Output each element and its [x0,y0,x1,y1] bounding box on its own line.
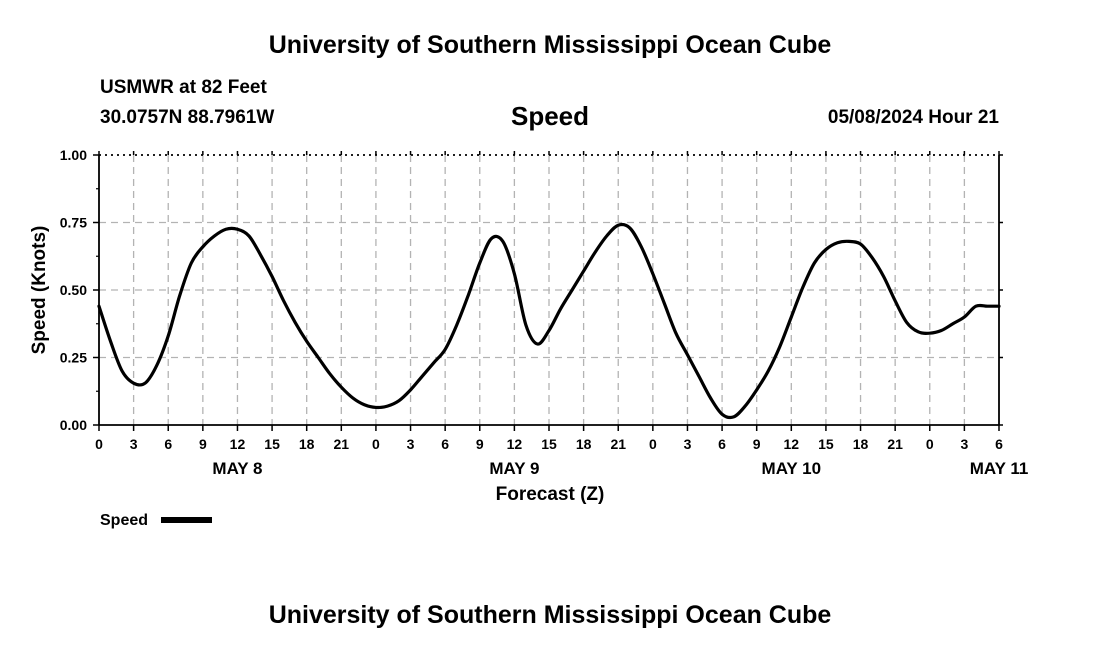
x-tick-label: 12 [784,436,800,452]
date-label: MAY 11 [970,459,1029,478]
station-label: USMWR at 82 Feet [100,77,267,98]
tick-labels: 0 3 6 9 12 15 18 21 0 3 6 9 12 15 18 21 0 3 6 9 12 15 18 21 0 3 6 0… [60,147,1029,478]
series-layer [97,222,1001,420]
legend-swatch [161,517,212,523]
x-tick-label: 6 [718,436,726,452]
x-tick-label: 9 [476,436,484,452]
y-axis-label: Speed (Knots) [29,226,50,355]
y-tick-label: 0.00 [60,417,87,433]
x-tick-label: 21 [887,436,903,452]
x-tick-label: 3 [960,436,968,452]
x-tick-label: 15 [818,436,834,452]
legend-label: Speed [100,512,148,529]
x-tick-label: 0 [926,436,934,452]
x-tick-label: 6 [164,436,172,452]
date-label: MAY 8 [212,459,262,478]
x-tick-label: 15 [541,436,557,452]
x-tick-label: 12 [230,436,246,452]
page-title: University of Southern Mississippi Ocean… [268,31,832,59]
x-tick-label: 18 [299,436,315,452]
x-tick-label: 18 [576,436,592,452]
date-label: MAY 10 [762,459,822,478]
legend: Speed [100,512,212,529]
x-tick-label: 9 [199,436,207,452]
axes [93,151,1003,431]
x-axis-label: Forecast (Z) [496,484,605,505]
x-tick-label: 12 [507,436,523,452]
y-tick-label: 0.50 [60,282,87,298]
x-tick-label: 3 [130,436,138,452]
forecast-run-time: 05/08/2024 Hour 21 [827,107,999,128]
grid-lines [99,155,999,425]
x-tick-label: 6 [441,436,449,452]
y-tick-label: 0.25 [60,350,87,366]
y-tick-label: 1.00 [60,147,87,163]
x-tick-label: 9 [753,436,761,452]
x-tick-label: 21 [610,436,626,452]
y-tick-label: 0.75 [60,215,87,231]
x-tick-label: 0 [95,436,103,452]
x-tick-label: 18 [853,436,869,452]
chart-title: Speed [510,101,590,131]
x-tick-label: 3 [407,436,415,452]
x-tick-label: 3 [684,436,692,452]
x-tick-label: 0 [372,436,380,452]
x-tick-label: 0 [649,436,657,452]
footer-title: University of Southern Mississippi Ocean… [268,601,832,629]
x-tick-label: 15 [264,436,280,452]
station-coordinates: 30.0757N 88.7961W [100,107,275,128]
date-label: MAY 9 [489,459,539,478]
x-tick-label: 6 [995,436,1003,452]
x-tick-label: 21 [334,436,350,452]
speed-series-line [97,222,1001,420]
